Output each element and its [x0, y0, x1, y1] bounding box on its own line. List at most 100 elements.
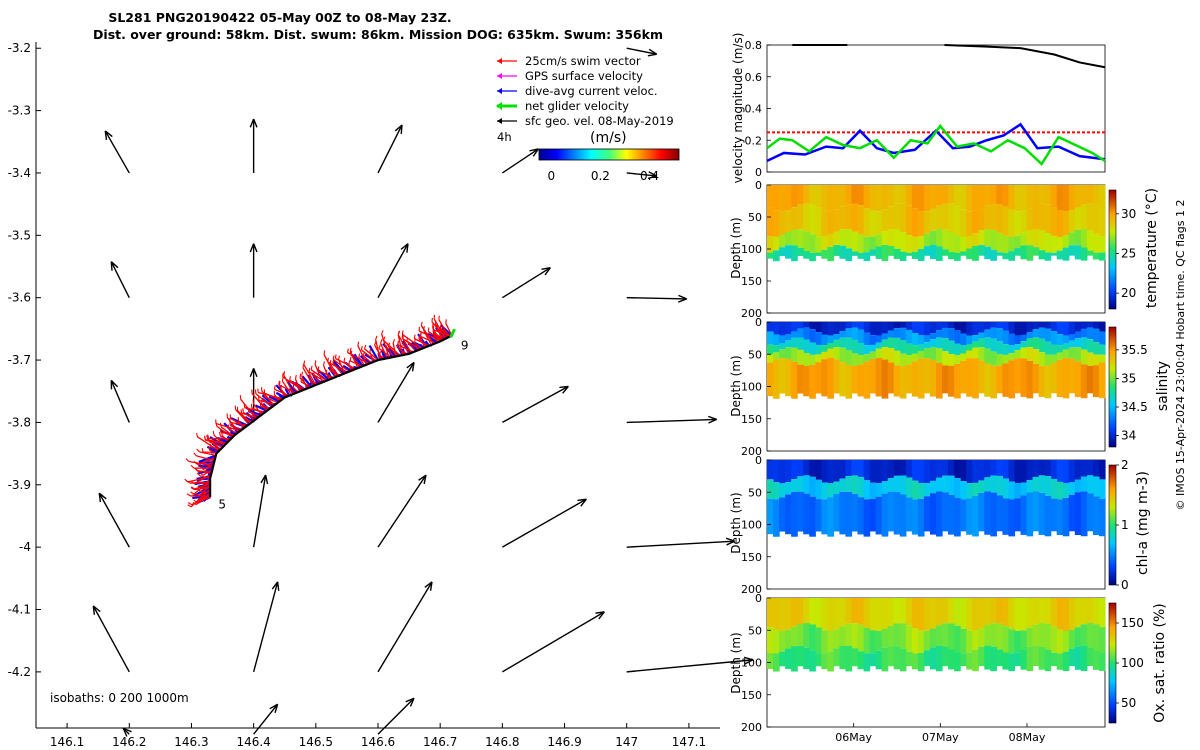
section-ytick-label: 100 [741, 657, 762, 670]
section-cell [785, 460, 792, 483]
section-cell [905, 322, 913, 330]
swim-vector [220, 431, 236, 436]
swim-vector-head [299, 373, 302, 378]
section-cell [1014, 211, 1022, 236]
section-cell [767, 236, 774, 253]
section-cell [821, 345, 828, 352]
section-cell [791, 598, 798, 627]
section-cell [1038, 322, 1046, 328]
section-cell [966, 483, 973, 499]
section-cell [1020, 347, 1028, 359]
section-cell [875, 630, 883, 651]
section-cell [1074, 229, 1082, 246]
section-cell [863, 627, 871, 654]
section-cell [779, 497, 786, 532]
section-cell [972, 598, 979, 631]
swim-vector-head [185, 458, 190, 462]
section-cell [929, 598, 937, 629]
section-cell [1020, 334, 1028, 342]
velocity-ytick-label: 0.8 [745, 39, 763, 52]
section-cell [1062, 358, 1070, 399]
swim-vector-head [349, 347, 352, 352]
section-cell [1080, 337, 1088, 350]
map-xtick-label: 146.8 [485, 735, 519, 749]
track-label: 5 [218, 497, 226, 511]
section-cell [1002, 206, 1010, 236]
section-cell [1086, 339, 1094, 353]
section-cell [960, 360, 967, 394]
section-cbar-tick-label: 100 [1121, 656, 1144, 670]
section-cell [960, 236, 967, 252]
section-cell [851, 231, 859, 252]
section-cell [911, 598, 919, 629]
section-cell [1044, 598, 1052, 624]
section-cell [954, 330, 961, 344]
current-vector-head [110, 379, 119, 390]
section-cell [990, 249, 997, 261]
current-vector-head [559, 385, 569, 394]
section-cell [984, 645, 991, 670]
swim-vector [252, 403, 263, 416]
section-cell [996, 495, 1003, 532]
section-cell [972, 185, 979, 211]
section-cell [1068, 340, 1076, 348]
section-cell [1080, 229, 1088, 248]
section-cell [1038, 492, 1046, 535]
section-cell [942, 623, 949, 647]
section-cell [966, 344, 973, 351]
section-cell [839, 337, 847, 348]
section-cell [1068, 460, 1076, 483]
swim-vector [312, 375, 321, 384]
section-cell [1026, 492, 1034, 537]
section-cell [767, 207, 774, 237]
current-vector-head [647, 48, 658, 57]
glider-track: 59 [184, 314, 468, 511]
swim-vector-head [419, 332, 422, 337]
velocity-series-gps [944, 44, 1106, 69]
section-cell [911, 653, 919, 670]
swim-vector [260, 406, 271, 409]
section-cbar-tick-label: 1 [1121, 518, 1129, 532]
section-cell [905, 252, 913, 256]
section-cell [923, 233, 931, 247]
section-cell [1008, 236, 1016, 252]
swim-vector [195, 494, 211, 506]
section-cbar-tick-label: 50 [1121, 696, 1136, 710]
swim-vector-head [190, 464, 195, 469]
section-cell [936, 348, 943, 364]
swim-vector-head [327, 357, 329, 362]
section-cell [881, 333, 889, 340]
legend-net-arrowhead [496, 102, 502, 110]
section-cell [1092, 496, 1100, 536]
section-cell [917, 185, 925, 212]
section-cell [773, 359, 780, 399]
section-cell [821, 185, 828, 211]
section-cell [899, 251, 907, 261]
track-line [209, 334, 454, 498]
chlorophyll-panel: 0 50 100 150 200 0 1 2 [741, 454, 1129, 596]
swim-vector-head [196, 432, 198, 437]
section-cell [1020, 460, 1028, 483]
section-cell [966, 322, 973, 336]
section-cell [1014, 185, 1022, 212]
section-cell [809, 204, 816, 235]
section-cell [1080, 349, 1088, 365]
section-cell [869, 344, 877, 352]
section-cell [1074, 492, 1082, 536]
section-cell [960, 209, 967, 237]
section-cell [1050, 185, 1058, 208]
swim-vector [364, 348, 379, 361]
section-cell [1062, 651, 1070, 672]
section-cell [1020, 245, 1028, 260]
section-cell [881, 493, 889, 537]
current-vector-shaft [377, 474, 427, 548]
section-cell [827, 357, 834, 399]
section-cell [1092, 365, 1100, 398]
section-cell [1026, 479, 1034, 493]
section-cell [1008, 598, 1016, 630]
section-cell [773, 334, 780, 346]
section-cell [785, 231, 792, 246]
section-cell [893, 337, 901, 351]
section-cell [869, 210, 877, 237]
section-cell [863, 345, 871, 355]
